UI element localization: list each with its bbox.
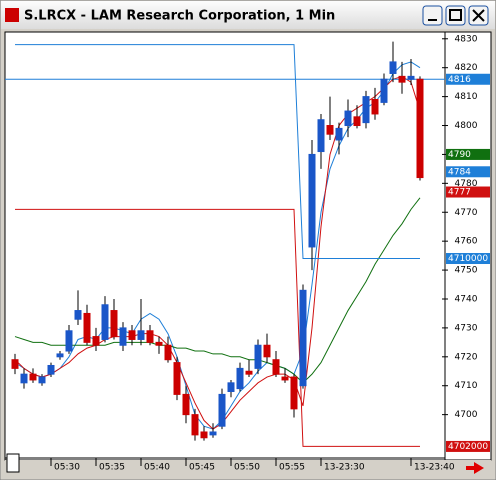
candle-body [164, 344, 172, 361]
candle-body [227, 382, 235, 393]
price-label-box [446, 73, 490, 85]
candle-body [92, 336, 100, 346]
y-tick-label: 4780 [455, 179, 478, 189]
price-label: 4710000 [448, 254, 488, 264]
y-tick-label: 4700 [455, 410, 478, 420]
candle-body [110, 310, 118, 338]
maximize-icon [449, 9, 462, 21]
price-label: 4777 [448, 188, 471, 198]
price-label: 4702000 [448, 442, 488, 452]
candle-body [380, 78, 388, 103]
candle-body [65, 330, 73, 352]
price-label: 4784 [448, 167, 471, 177]
x-tick-label: 05:45 [189, 463, 215, 473]
candle-body [272, 359, 280, 375]
window-title: S.LRCX - LAM Research Corporation, 1 Min [24, 9, 335, 24]
candle-body [308, 153, 316, 248]
candle-body [326, 125, 334, 135]
y-tick-label: 4830 [455, 34, 478, 44]
candle-body [119, 327, 127, 346]
y-tick-label: 4770 [455, 208, 478, 218]
price-label-box [446, 253, 490, 265]
candle-body [173, 362, 181, 395]
indicator-line [15, 208, 420, 447]
candle-body [317, 119, 325, 153]
candle-body [218, 393, 226, 427]
candle-body [353, 116, 361, 127]
time-axis [5, 460, 491, 476]
indicator-line [14, 75, 421, 430]
candle-body [11, 359, 19, 369]
scroll-arrow[interactable] [466, 462, 484, 474]
maximize-button[interactable] [445, 5, 466, 26]
x-tick-label: 05:30 [54, 463, 80, 473]
candle-body [398, 75, 406, 83]
candle-body [47, 364, 55, 375]
indicator-line [14, 197, 421, 384]
candle-body [371, 98, 379, 115]
candle-body [38, 376, 46, 384]
candle-body [254, 344, 262, 369]
title-bar [1, 1, 495, 29]
close-icon [472, 9, 485, 22]
y-tick-label: 4720 [455, 352, 478, 362]
price-label: 4790 [448, 150, 471, 160]
x-tick-label: 05:40 [144, 463, 170, 473]
candle-body [146, 330, 154, 343]
x-tick-label: 05:50 [234, 463, 260, 473]
price-label-box [446, 148, 490, 160]
candle-body [290, 376, 298, 410]
y-tick-label: 4760 [455, 237, 478, 247]
candle-body [128, 330, 136, 340]
x-tick-label: 05:55 [279, 463, 305, 473]
candle-body [416, 78, 424, 179]
candle-body [335, 127, 343, 141]
candle-body [182, 393, 190, 416]
candle-body [20, 373, 28, 384]
chart-area [4, 31, 492, 461]
y-tick-label: 4820 [455, 63, 478, 73]
y-tick-label: 4800 [455, 121, 478, 131]
y-tick-label: 4710 [455, 381, 478, 391]
price-label-box [446, 186, 490, 198]
candle-body [29, 373, 37, 381]
candle-body [101, 304, 109, 340]
candle-body [407, 75, 415, 80]
candle-body [236, 367, 244, 390]
candle-body [245, 370, 253, 375]
candle-body [389, 61, 397, 74]
candle-body [299, 289, 307, 387]
candle-body [263, 344, 271, 358]
price-label: 4816 [448, 75, 471, 85]
price-label-box [446, 440, 490, 452]
indicator-line [14, 61, 421, 430]
plot: 4700 4710 4720 4730 4740 4750 4760 4770 4780 4790… [5, 34, 490, 473]
candle-body [155, 341, 163, 346]
candle-body [200, 431, 208, 439]
candle-body [191, 414, 199, 436]
candle-body [74, 310, 82, 320]
price-label-box [446, 166, 490, 178]
candle-body [209, 431, 217, 436]
y-tick-label: 4750 [455, 266, 478, 276]
candle-body [344, 110, 352, 127]
candle-body [281, 376, 289, 381]
candle-body [137, 330, 145, 340]
x-tick-label: 05:35 [99, 463, 125, 473]
x-tick-label: 13-23:30 [324, 463, 365, 473]
candle-body [83, 312, 91, 343]
window-icon [5, 8, 19, 22]
minimize-button[interactable] [422, 5, 443, 26]
y-tick-label: 4730 [455, 323, 478, 333]
candle-body [56, 353, 64, 358]
y-tick-label: 4810 [455, 92, 478, 102]
y-tick-label: 4740 [455, 294, 478, 304]
candle-body [362, 96, 370, 124]
indicator-line [15, 44, 420, 260]
x-tick-label: 13-23:40 [414, 463, 455, 473]
scroll-box[interactable] [6, 453, 20, 473]
